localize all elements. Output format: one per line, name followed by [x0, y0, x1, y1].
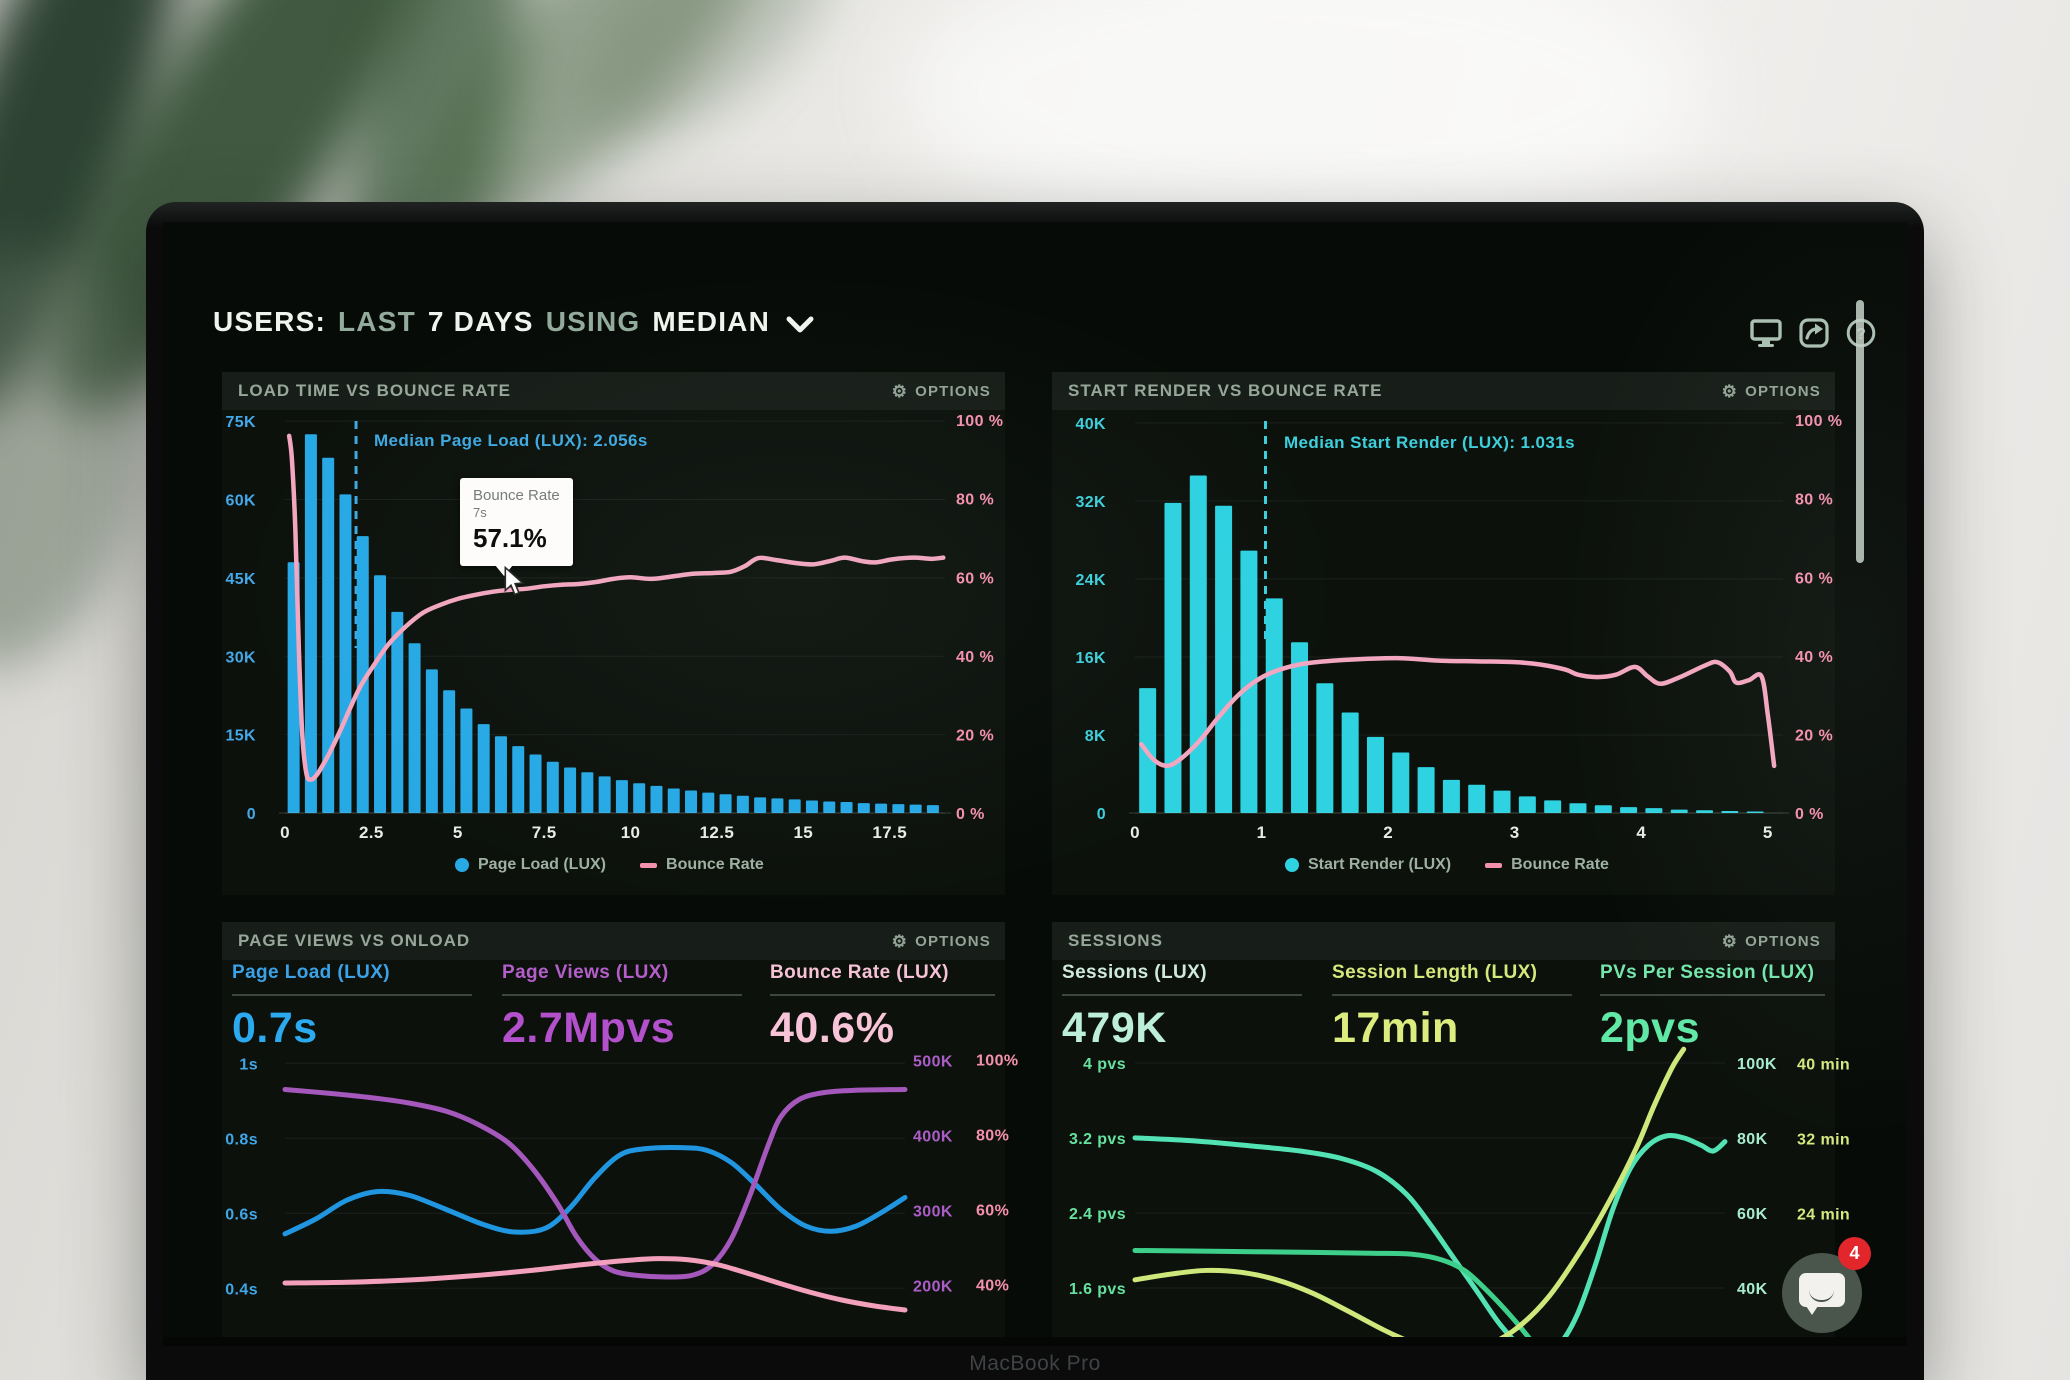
gear-icon: ⚙ — [1721, 931, 1739, 951]
chart-tooltip: Bounce Rate 7s 57.1% — [460, 478, 573, 566]
metric-session-length: Session Length (LUX) 17min — [1332, 962, 1572, 1053]
chevron-down-icon — [786, 316, 814, 333]
metric-underline — [1062, 994, 1302, 996]
options-label: OPTIONS — [915, 382, 991, 400]
title-days: 7 DAYS — [427, 306, 534, 337]
gear-icon: ⚙ — [1721, 381, 1739, 401]
screen-bottom-edge — [163, 1337, 1907, 1346]
legend-item[interactable]: Page Load (LUX) — [455, 856, 606, 874]
metric-label: Page Views (LUX) — [502, 962, 669, 983]
title-last: LAST — [338, 306, 416, 337]
tooltip-series: Bounce Rate — [473, 487, 560, 504]
metric-underline — [502, 994, 742, 996]
laptop-brand-text: MacBook Pro — [969, 1352, 1101, 1375]
panel-header: START RENDER VS BOUNCE RATE ⚙ OPTIONS — [1052, 372, 1835, 410]
chart-legend: Page Load (LUX) Bounce Rate — [455, 856, 764, 874]
panel-title: START RENDER VS BOUNCE RATE — [1068, 381, 1383, 400]
gear-icon: ⚙ — [891, 931, 909, 951]
options-button[interactable]: ⚙ OPTIONS — [1722, 933, 1821, 950]
metric-page-views: Page Views (LUX) 2.7Mpvs — [502, 962, 742, 1053]
chat-bubble-icon — [1799, 1273, 1845, 1315]
panel-sessions: SESSIONS ⚙ OPTIONS Sessions (LUX) 479K Se… — [1052, 922, 1835, 1337]
options-button[interactable]: ⚙ OPTIONS — [1722, 383, 1821, 400]
metric-value: 17min — [1332, 1004, 1459, 1052]
metric-underline — [1332, 994, 1572, 996]
legend-item[interactable]: Start Render (LUX) — [1285, 856, 1451, 874]
panel-header: PAGE VIEWS VS ONLOAD ⚙ OPTIONS — [222, 922, 1005, 960]
panel-header: SESSIONS ⚙ OPTIONS — [1052, 922, 1835, 960]
legend-item[interactable]: Bounce Rate — [640, 856, 764, 874]
scrollbar[interactable] — [1856, 300, 1864, 563]
panel-page-views-vs-onload: PAGE VIEWS VS ONLOAD ⚙ OPTIONS Page Load … — [222, 922, 1005, 1337]
title-median: MEDIAN — [652, 306, 771, 337]
mouse-cursor — [504, 566, 525, 596]
metric-label: Session Length (LUX) — [1332, 962, 1538, 983]
metric-label: Page Load (LUX) — [232, 962, 391, 983]
panel-load-time-vs-bounce-rate: LOAD TIME VS BOUNCE RATE ⚙ OPTIONS — [222, 372, 1005, 895]
metric-label: Sessions (LUX) — [1062, 962, 1207, 983]
metric-underline — [232, 994, 472, 996]
title-users: USERS: — [213, 306, 326, 337]
legend-item[interactable]: Bounce Rate — [1485, 856, 1609, 874]
metric-underline — [770, 994, 995, 996]
metric-sessions: Sessions (LUX) 479K — [1062, 962, 1302, 1053]
dashboard-title-dropdown[interactable]: USERS: LAST 7 DAYS USING MEDIAN — [213, 306, 814, 338]
legend-label: Bounce Rate — [1511, 856, 1609, 873]
gear-icon: ⚙ — [891, 381, 909, 401]
panel-header: LOAD TIME VS BOUNCE RATE ⚙ OPTIONS — [222, 372, 1005, 410]
panel-title: SESSIONS — [1068, 931, 1163, 950]
background-glow — [900, 0, 1700, 240]
options-button[interactable]: ⚙ OPTIONS — [892, 383, 991, 400]
metric-label: PVs Per Session (LUX) — [1600, 962, 1815, 983]
panel-start-render-vs-bounce-rate: START RENDER VS BOUNCE RATE ⚙ OPTIONS — [1052, 372, 1835, 895]
series-swatch-dash — [1485, 862, 1503, 868]
legend-label: Bounce Rate — [666, 856, 764, 873]
metric-value: 0.7s — [232, 1004, 318, 1052]
chat-smile-icon — [1809, 1288, 1834, 1302]
legend-label: Start Render (LUX) — [1308, 856, 1452, 873]
metric-value: 40.6% — [770, 1004, 895, 1052]
metric-value: 2.7Mpvs — [502, 1004, 676, 1052]
panel-title: PAGE VIEWS VS ONLOAD — [238, 931, 471, 950]
series-swatch-dot — [1285, 858, 1299, 872]
chat-widget-button[interactable]: 4 — [1782, 1237, 1871, 1333]
metric-bounce-rate: Bounce Rate (LUX) 40.6% — [770, 962, 995, 1053]
chart-legend: Start Render (LUX) Bounce Rate — [1285, 856, 1609, 874]
options-label: OPTIONS — [1745, 382, 1821, 400]
panel-title: LOAD TIME VS BOUNCE RATE — [238, 381, 512, 400]
metric-label: Bounce Rate (LUX) — [770, 962, 949, 983]
options-label: OPTIONS — [915, 932, 991, 950]
tooltip-value: 57.1% — [473, 523, 547, 553]
legend-label: Page Load (LUX) — [478, 856, 607, 873]
metric-page-load: Page Load (LUX) 0.7s — [232, 962, 472, 1053]
monitor-icon[interactable] — [1750, 319, 1782, 347]
options-button[interactable]: ⚙ OPTIONS — [892, 933, 991, 950]
share-icon[interactable] — [1799, 318, 1829, 348]
metric-value: 479K — [1062, 1004, 1167, 1052]
chat-notification-badge: 4 — [1838, 1237, 1871, 1270]
options-label: OPTIONS — [1745, 932, 1821, 950]
metric-underline — [1600, 994, 1825, 996]
metric-value: 2pvs — [1600, 1004, 1701, 1052]
series-swatch-dot — [455, 858, 469, 872]
metric-pvs-per-session: PVs Per Session (LUX) 2pvs — [1600, 962, 1825, 1053]
series-swatch-dash — [640, 862, 658, 868]
tooltip-x: 7s — [473, 505, 487, 520]
title-using: USING — [545, 306, 641, 337]
